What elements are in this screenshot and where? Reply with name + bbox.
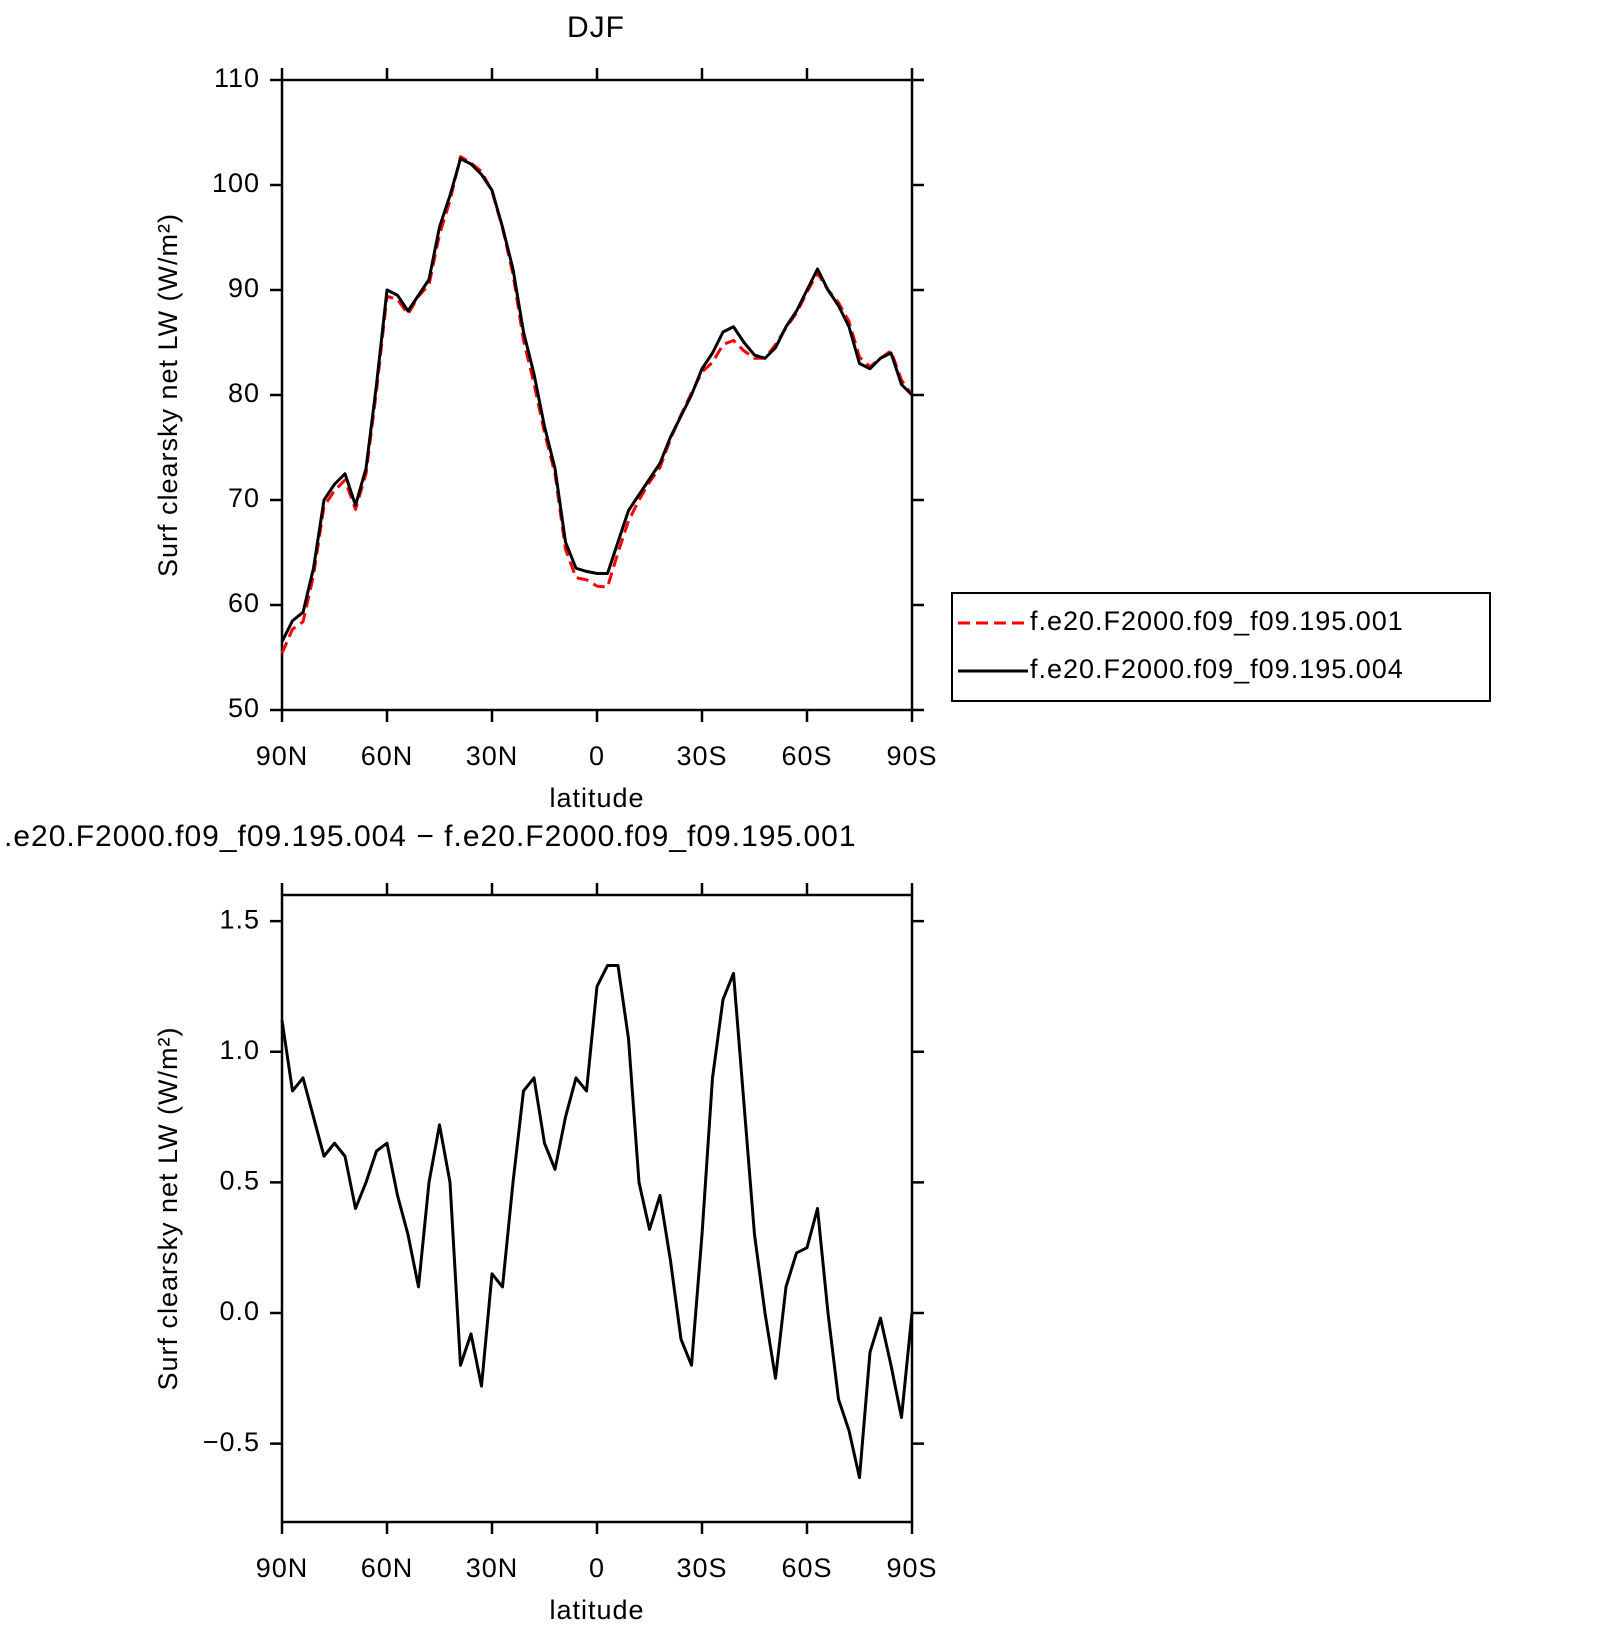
legend-label: f.e20.F2000.f09_f09.195.004 xyxy=(1030,654,1404,684)
x-tick-label: 90S xyxy=(886,741,937,771)
x-tick-label: 90N xyxy=(256,1553,309,1583)
chart-title: .e20.F2000.f09_f09.195.004 − f.e20.F2000… xyxy=(4,820,857,853)
data-line xyxy=(280,964,914,1480)
x-tick-label: 0 xyxy=(589,1553,605,1583)
plot: .e20.F2000.f09_f09.195.004 − f.e20.F2000… xyxy=(4,820,937,1625)
x-tick-label: 30N xyxy=(466,1553,519,1583)
legend-label: f.e20.F2000.f09_f09.195.001 xyxy=(1030,606,1404,636)
y-axis-label: Surf clearsky net LW (W/m²) xyxy=(153,1026,183,1390)
y-tick-label: 60 xyxy=(228,588,260,618)
y-tick-label: 50 xyxy=(228,693,260,723)
x-tick-label: 90N xyxy=(256,741,309,771)
plot: DJF 50 60 70 80 90 100 110 90N 60N 30N 0 30S 60S 90S la… xyxy=(153,11,1491,813)
x-tick-label: 60S xyxy=(781,741,832,771)
x-tick-label: 90S xyxy=(886,1553,937,1583)
x-axis-label: latitude xyxy=(549,783,644,813)
x-tick-label: 30S xyxy=(676,741,727,771)
y-tick-label: 90 xyxy=(228,273,260,303)
x-tick-label: 30N xyxy=(466,741,519,771)
y-tick-label: −0.5 xyxy=(203,1427,260,1457)
x-tick-label: 60N xyxy=(361,1553,414,1583)
y-tick-label: 100 xyxy=(212,168,260,198)
y-tick-label: 1.0 xyxy=(219,1035,260,1065)
x-tick-label: 60S xyxy=(781,1553,832,1583)
x-tick-label: 0 xyxy=(589,741,605,771)
data-line xyxy=(280,155,914,654)
x-axis-label: latitude xyxy=(549,1595,644,1625)
x-tick-label: 30S xyxy=(676,1553,727,1583)
y-tick-label: 0.5 xyxy=(219,1166,260,1196)
legend-box xyxy=(951,592,1491,702)
chart-title: DJF xyxy=(567,11,625,44)
y-tick-label: 0.0 xyxy=(219,1296,260,1326)
y-tick-label: 1.5 xyxy=(219,904,260,934)
y-axis-label: Surf clearsky net LW (W/m²) xyxy=(153,213,183,577)
x-tick-label: 60N xyxy=(361,741,414,771)
y-tick-label: 80 xyxy=(228,378,260,408)
y-tick-label: 110 xyxy=(214,63,260,93)
y-tick-label: 70 xyxy=(228,483,260,513)
data-line xyxy=(280,157,914,643)
